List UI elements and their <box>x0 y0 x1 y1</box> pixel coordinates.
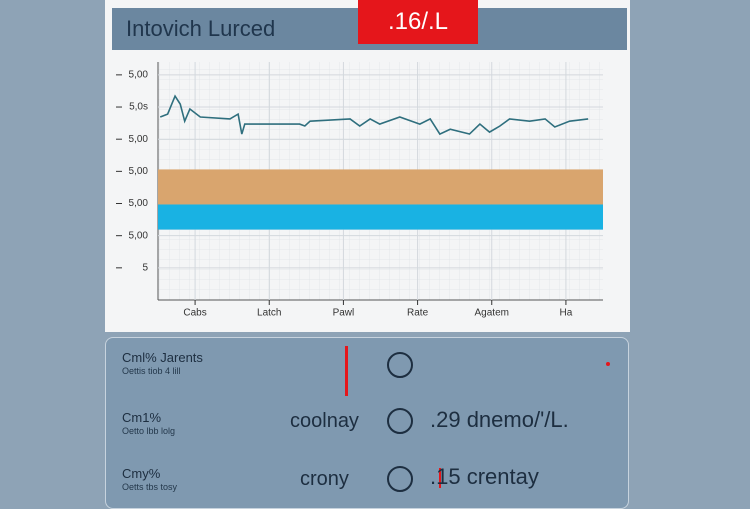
row-sub: Oetto lbb lolg <box>122 426 176 436</box>
y-tick-label: 5,00 <box>129 134 149 145</box>
line <box>159 94 589 136</box>
y-tick-label: 5,00 <box>129 70 149 81</box>
y-tick-label: 5,0s <box>129 102 148 113</box>
x-tick-label: Rate <box>407 308 429 319</box>
x-tick-label: Pawl <box>333 308 355 319</box>
row-label: Cmy% <box>122 466 161 481</box>
dot <box>606 362 610 366</box>
marker <box>439 468 441 488</box>
x-tick-label: Latch <box>257 308 281 319</box>
icon[interactable] <box>387 408 413 434</box>
marker <box>345 346 348 396</box>
x-tick-label: Ha <box>560 308 573 319</box>
header-badge[interactable]: .16/.L <box>358 0 478 44</box>
y-tick-label: 5 <box>142 262 148 273</box>
icon[interactable] <box>387 352 413 378</box>
y-tick-label: 5,00 <box>129 230 149 241</box>
row-sub: Oetts tbs tosy <box>122 482 178 492</box>
icon[interactable] <box>387 466 413 492</box>
y-tick-label: 5,00 <box>129 166 149 177</box>
row-name: crony <box>300 468 349 490</box>
x-tick-label: Cabs <box>183 308 206 319</box>
header-title: Intovich Lurced <box>126 16 276 41</box>
row-label: Cml% Jarents <box>122 350 203 365</box>
band <box>158 169 603 205</box>
x-tick-label: Agatem <box>475 308 509 319</box>
y-tick-label: 5,00 <box>129 198 149 209</box>
band <box>158 204 603 230</box>
row-name: coolnay <box>290 410 359 432</box>
summary-panel <box>105 337 629 509</box>
row-value: .29 dnemo/'/L. <box>430 407 569 432</box>
row-label: Cm1% <box>122 410 162 425</box>
chart: 5,00 5,0s 5,00 5,00 5,00 5,00 5 Cabs Latch Pawl Ra… <box>116 62 603 319</box>
row-value: .15 crentay <box>430 464 539 489</box>
row-sub: Oettis tiob 4 lill <box>122 366 181 376</box>
